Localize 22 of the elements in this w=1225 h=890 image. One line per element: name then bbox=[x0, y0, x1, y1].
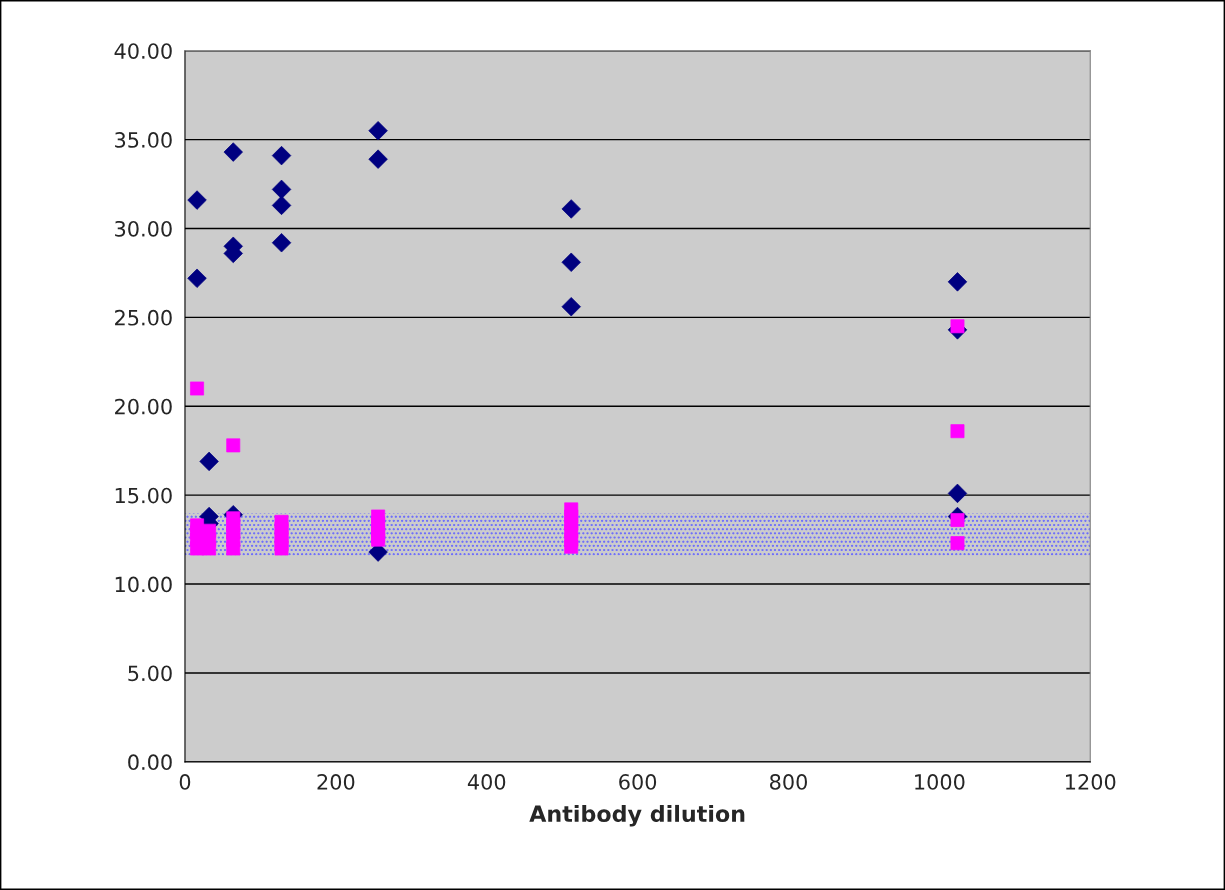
x-tick-label: 600 bbox=[619, 774, 657, 790]
point bbox=[947, 483, 968, 504]
x-tick-label: 400 bbox=[467, 774, 506, 790]
y-tick-label: 30.00 bbox=[115, 220, 172, 237]
y-tick-label: 5.00 bbox=[128, 665, 172, 682]
point bbox=[271, 145, 292, 166]
y-tick-label: 35.00 bbox=[115, 132, 172, 148]
x-tick-label: 0 bbox=[179, 774, 191, 790]
point bbox=[271, 179, 292, 200]
x-tick-label: 1000 bbox=[915, 774, 965, 790]
y-tick-label: 20.00 bbox=[115, 398, 172, 415]
point bbox=[368, 149, 388, 169]
y-tick-label: 40.00 bbox=[114, 43, 172, 59]
y-tick-label: 10.00 bbox=[115, 576, 172, 593]
x-axis-title: Antibody dilution bbox=[529, 804, 745, 827]
x-tick-label: 200 bbox=[317, 774, 355, 790]
point bbox=[271, 233, 292, 253]
x-tick-label: 1200 bbox=[1066, 774, 1116, 790]
x-tick-label: 800 bbox=[770, 774, 807, 790]
y-tick-label: 25.00 bbox=[115, 309, 172, 326]
y-tick-label: 15.00 bbox=[115, 487, 172, 504]
y-tick-label: 0.00 bbox=[128, 754, 172, 771]
